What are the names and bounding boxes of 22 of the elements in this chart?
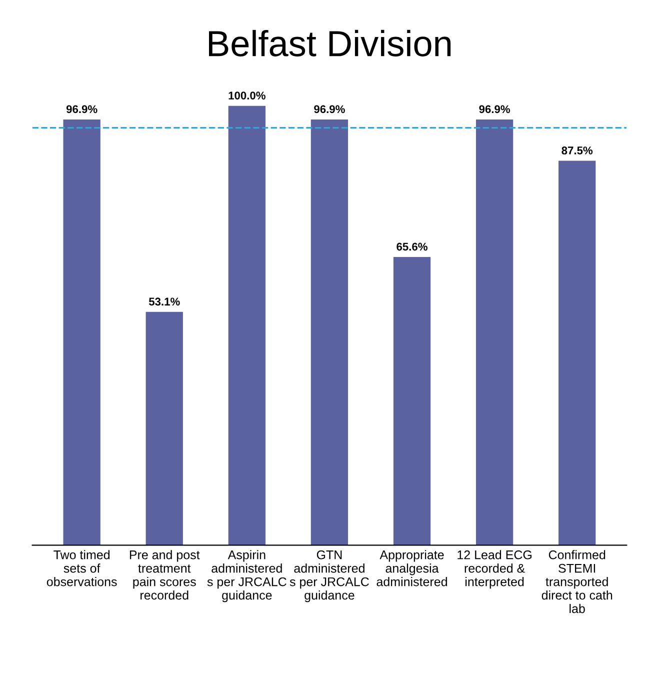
- bar: [63, 119, 100, 546]
- data-label: 53.1%: [148, 298, 180, 306]
- data-label: 96.9%: [314, 105, 345, 114]
- chart-title: Belfast Division: [209, 30, 451, 56]
- data-label: 65.6%: [396, 242, 428, 251]
- bar: [228, 106, 266, 546]
- x-tick-label: Pre and post treatment pain scores recorded: [130, 550, 200, 600]
- bar: [146, 312, 183, 546]
- bar: [476, 119, 514, 546]
- x-tick-label: 12 Lead ECG recorded & interpreted: [458, 550, 532, 589]
- data-label: 96.9%: [479, 105, 510, 114]
- x-tick-label: Confirmed STEMI transported direct to cath lab: [542, 550, 612, 614]
- x-tick-label: Appropriate analgesia administered: [376, 550, 447, 586]
- bar: [558, 160, 596, 546]
- data-label: 87.5%: [562, 146, 593, 154]
- bar: [393, 256, 431, 546]
- x-tick-label: Two timed sets of observations: [46, 550, 117, 586]
- bar: [310, 119, 348, 546]
- x-tick-label: GTN administered s per JRCALC guidance: [290, 550, 369, 602]
- x-tick-label: Aspirin administered s per JRCALC guidance: [207, 550, 286, 602]
- data-label: 100.0%: [228, 92, 266, 100]
- data-label: 96.9%: [66, 105, 98, 114]
